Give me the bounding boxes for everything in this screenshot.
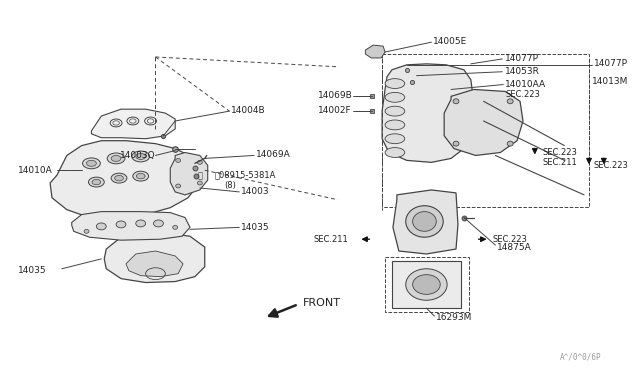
Ellipse shape (385, 92, 404, 102)
Ellipse shape (413, 275, 440, 294)
Text: A^/0^0/6P: A^/0^0/6P (559, 353, 601, 362)
Text: (8): (8) (225, 180, 236, 189)
Ellipse shape (385, 148, 404, 157)
Ellipse shape (136, 154, 145, 160)
Text: Ⓥ08915-5381A: Ⓥ08915-5381A (214, 171, 276, 180)
Polygon shape (444, 89, 523, 155)
Polygon shape (393, 190, 458, 254)
Text: 14010A: 14010A (17, 166, 52, 175)
Ellipse shape (115, 176, 124, 181)
Text: 16293M: 16293M (436, 314, 473, 323)
Polygon shape (365, 45, 385, 58)
Ellipse shape (111, 155, 121, 161)
Text: 14069B: 14069B (318, 91, 353, 100)
Ellipse shape (385, 106, 404, 116)
Ellipse shape (197, 160, 202, 164)
Ellipse shape (508, 99, 513, 104)
Text: 14069A: 14069A (256, 150, 291, 159)
Polygon shape (126, 251, 183, 277)
Ellipse shape (406, 269, 447, 300)
Ellipse shape (84, 230, 89, 233)
Polygon shape (104, 232, 205, 283)
Text: 14077P: 14077P (505, 54, 540, 64)
Ellipse shape (413, 212, 436, 231)
Ellipse shape (136, 173, 145, 179)
Text: 14004B: 14004B (231, 106, 266, 115)
Ellipse shape (132, 151, 150, 162)
Text: 14002F: 14002F (318, 106, 352, 115)
Ellipse shape (385, 78, 404, 89)
Text: 14077P: 14077P (594, 60, 628, 68)
Ellipse shape (154, 220, 163, 227)
Text: 14053R: 14053R (505, 67, 540, 76)
Text: 14003Q: 14003Q (120, 151, 156, 160)
Polygon shape (392, 261, 461, 308)
Ellipse shape (97, 223, 106, 230)
Ellipse shape (133, 171, 148, 181)
Polygon shape (170, 153, 208, 195)
Ellipse shape (88, 177, 104, 187)
Ellipse shape (173, 225, 178, 230)
Text: 14875A: 14875A (497, 243, 532, 251)
Polygon shape (50, 141, 200, 218)
Ellipse shape (453, 99, 459, 104)
Polygon shape (92, 109, 175, 139)
Ellipse shape (406, 206, 443, 237)
Polygon shape (72, 212, 190, 240)
Ellipse shape (116, 221, 126, 228)
Ellipse shape (176, 184, 180, 188)
Text: SEC.223: SEC.223 (594, 161, 629, 170)
Ellipse shape (92, 179, 100, 185)
Text: SEC.223: SEC.223 (505, 90, 540, 99)
Ellipse shape (108, 153, 125, 164)
Text: FRONT: FRONT (303, 298, 341, 308)
Text: 14035: 14035 (241, 223, 270, 232)
Ellipse shape (453, 141, 459, 146)
Text: SEC.211: SEC.211 (313, 235, 348, 244)
Ellipse shape (176, 158, 180, 162)
Ellipse shape (86, 160, 97, 166)
Ellipse shape (385, 134, 404, 144)
Ellipse shape (83, 158, 100, 169)
Ellipse shape (111, 173, 127, 183)
Text: 14003: 14003 (241, 187, 270, 196)
Text: 14010AA: 14010AA (505, 80, 547, 89)
Text: 14013M: 14013M (592, 77, 628, 86)
Text: Ⓥ: Ⓥ (198, 171, 203, 181)
Text: SEC.211: SEC.211 (543, 158, 577, 167)
Ellipse shape (136, 220, 146, 227)
Ellipse shape (508, 141, 513, 146)
Text: 14005E: 14005E (433, 37, 468, 46)
Polygon shape (382, 64, 474, 162)
Ellipse shape (197, 181, 202, 185)
Text: SEC.223: SEC.223 (543, 148, 577, 157)
Text: SEC.223: SEC.223 (492, 235, 527, 244)
Text: 14035: 14035 (17, 266, 46, 275)
Ellipse shape (385, 120, 404, 130)
